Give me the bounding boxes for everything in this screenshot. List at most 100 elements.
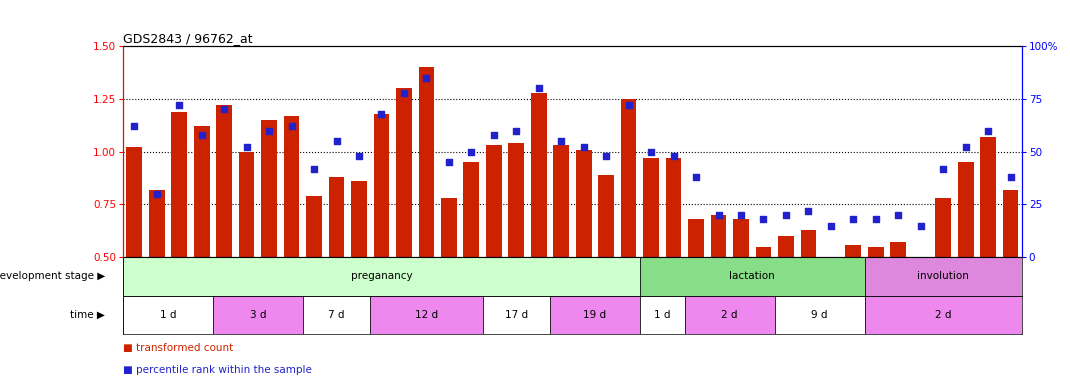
- Bar: [370, 296, 483, 334]
- Bar: [778, 236, 794, 363]
- Point: [822, 223, 839, 229]
- Bar: [303, 296, 370, 334]
- Text: preganancy: preganancy: [351, 271, 412, 281]
- Bar: [284, 116, 300, 363]
- Bar: [418, 67, 434, 363]
- Bar: [845, 245, 861, 363]
- Text: involution: involution: [917, 271, 969, 281]
- Point: [957, 144, 974, 151]
- Text: ■ transformed count: ■ transformed count: [123, 343, 233, 353]
- Point: [282, 123, 300, 129]
- Point: [462, 149, 479, 155]
- Point: [755, 216, 773, 222]
- Bar: [685, 296, 775, 334]
- Point: [844, 216, 861, 222]
- Point: [912, 223, 929, 229]
- Text: 2 d: 2 d: [721, 310, 738, 320]
- Point: [1002, 174, 1019, 180]
- Text: 1 d: 1 d: [159, 310, 177, 320]
- Bar: [239, 152, 255, 363]
- Point: [687, 174, 704, 180]
- Bar: [126, 147, 142, 363]
- Bar: [483, 296, 550, 334]
- Text: development stage ▶: development stage ▶: [0, 271, 105, 281]
- Point: [576, 144, 593, 151]
- Bar: [463, 162, 479, 363]
- Bar: [800, 230, 816, 363]
- Bar: [531, 93, 547, 363]
- Point: [552, 138, 569, 144]
- Point: [193, 132, 210, 138]
- Bar: [216, 105, 232, 363]
- Point: [867, 216, 884, 222]
- Point: [621, 102, 638, 108]
- Bar: [576, 149, 592, 363]
- Bar: [640, 296, 685, 334]
- Text: 17 d: 17 d: [505, 310, 528, 320]
- Bar: [123, 257, 640, 296]
- Bar: [486, 145, 502, 363]
- Text: 1 d: 1 d: [654, 310, 671, 320]
- Bar: [980, 137, 996, 363]
- Point: [171, 102, 188, 108]
- Bar: [823, 262, 839, 363]
- Bar: [913, 257, 929, 363]
- Bar: [890, 243, 906, 363]
- Bar: [733, 219, 749, 363]
- Text: 9 d: 9 d: [811, 310, 828, 320]
- Point: [148, 191, 166, 197]
- Bar: [710, 215, 727, 363]
- Point: [261, 127, 278, 134]
- Point: [395, 89, 412, 96]
- Point: [372, 111, 389, 117]
- Text: time ▶: time ▶: [71, 310, 105, 320]
- Bar: [373, 114, 389, 363]
- Point: [441, 159, 458, 165]
- Bar: [688, 219, 704, 363]
- Bar: [213, 296, 303, 334]
- Point: [642, 149, 659, 155]
- Point: [777, 212, 794, 218]
- Text: ■ percentile rank within the sample: ■ percentile rank within the sample: [123, 365, 312, 375]
- Point: [417, 74, 434, 81]
- Point: [530, 85, 547, 91]
- Point: [732, 212, 749, 218]
- Bar: [553, 145, 569, 363]
- Point: [238, 144, 256, 151]
- Bar: [261, 120, 277, 363]
- Point: [351, 153, 368, 159]
- Point: [126, 123, 143, 129]
- Bar: [508, 143, 524, 363]
- Bar: [194, 126, 210, 363]
- Bar: [666, 158, 682, 363]
- Bar: [865, 296, 1022, 334]
- Text: 7 d: 7 d: [328, 310, 345, 320]
- Point: [306, 166, 323, 172]
- Bar: [441, 198, 457, 363]
- Text: 3 d: 3 d: [249, 310, 266, 320]
- Bar: [935, 198, 951, 363]
- Point: [664, 153, 682, 159]
- Bar: [123, 296, 213, 334]
- Bar: [149, 190, 165, 363]
- Point: [979, 127, 996, 134]
- Text: 12 d: 12 d: [415, 310, 438, 320]
- Point: [889, 212, 906, 218]
- Bar: [621, 99, 637, 363]
- Bar: [755, 247, 771, 363]
- Text: GDS2843 / 96762_at: GDS2843 / 96762_at: [123, 32, 253, 45]
- Bar: [958, 162, 974, 363]
- Point: [216, 106, 233, 113]
- Point: [935, 166, 952, 172]
- Point: [709, 212, 727, 218]
- Point: [597, 153, 614, 159]
- Bar: [171, 111, 187, 363]
- Bar: [306, 196, 322, 363]
- Bar: [396, 88, 412, 363]
- Bar: [775, 296, 865, 334]
- Text: 19 d: 19 d: [583, 310, 607, 320]
- Bar: [865, 257, 1022, 296]
- Bar: [643, 158, 659, 363]
- Point: [485, 132, 503, 138]
- Bar: [328, 177, 345, 363]
